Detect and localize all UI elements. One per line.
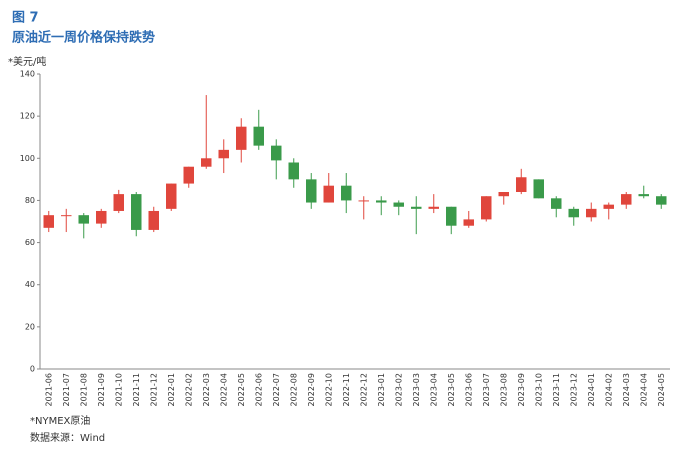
x-tick-label: 2023-12 — [569, 373, 578, 406]
x-tick-label: 2021-07 — [62, 373, 71, 406]
x-tick-label: 2023-05 — [447, 373, 456, 406]
y-tick-label: 40 — [25, 280, 35, 289]
x-tick-label: 2022-07 — [272, 373, 281, 406]
x-tick-label: 2023-07 — [482, 373, 491, 406]
x-tick-label: 2024-02 — [604, 373, 613, 406]
candle-body — [43, 215, 54, 228]
x-tick-label: 2023-02 — [394, 373, 403, 406]
candle-body — [446, 206, 457, 226]
x-tick-label: 2021-06 — [44, 373, 53, 406]
x-tick-label: 2021-11 — [132, 373, 141, 406]
x-tick-label: 2024-03 — [622, 373, 631, 406]
candle-body — [78, 215, 89, 224]
x-tick-label: 2021-08 — [79, 373, 88, 406]
x-tick-label: 2022-08 — [289, 373, 298, 406]
x-tick-label: 2022-05 — [237, 373, 246, 406]
candle-body — [498, 192, 509, 197]
candle-body — [638, 194, 649, 197]
x-tick-label: 2023-11 — [552, 373, 561, 406]
candle-body — [253, 126, 264, 146]
x-tick-label: 2021-09 — [97, 373, 106, 406]
y-tick-label: 80 — [25, 196, 35, 205]
x-tick-label: 2023-03 — [412, 373, 421, 406]
chart-title: 原油近一周价格保持跌势 — [12, 30, 155, 46]
x-tick-label: 2021-10 — [114, 373, 123, 406]
x-tick-label: 2022-03 — [202, 373, 211, 406]
candle-body — [166, 183, 177, 209]
candle-body — [376, 200, 387, 203]
source: 数据来源：Wind — [30, 431, 105, 444]
candle-body — [481, 196, 492, 220]
candle-body — [463, 219, 474, 226]
x-tick-label: 2023-01 — [377, 373, 386, 406]
x-tick-label: 2022-02 — [184, 373, 193, 406]
candle-body — [148, 210, 159, 230]
candle-body — [61, 215, 72, 217]
candle-body — [603, 204, 614, 209]
x-tick-label: 2023-10 — [534, 373, 543, 406]
x-tick-label: 2022-04 — [219, 373, 228, 406]
x-tick-label: 2021-12 — [149, 373, 158, 406]
y-tick-label: 0 — [30, 365, 35, 374]
x-tick-label: 2022-09 — [307, 373, 316, 406]
x-tick-label: 2022-06 — [254, 373, 263, 406]
x-tick-label: 2024-05 — [657, 373, 666, 406]
x-tick-label: 2022-01 — [167, 373, 176, 406]
x-tick-label: 2022-10 — [324, 373, 333, 406]
candle-body — [131, 194, 142, 230]
x-tick-label: 2022-12 — [359, 373, 368, 406]
candle-body — [218, 149, 229, 159]
x-tick-label: 2022-11 — [342, 373, 351, 406]
y-tick-label: 100 — [20, 154, 35, 163]
x-tick-label: 2024-04 — [639, 373, 648, 406]
candle-body — [236, 126, 247, 150]
y-tick-label: 20 — [25, 322, 35, 331]
note: *NYMEX原油 — [30, 414, 90, 427]
candle-body — [568, 208, 579, 218]
y-tick-label: 120 — [20, 112, 35, 121]
candle-body — [288, 162, 299, 180]
candle-body — [183, 166, 194, 184]
candle-body — [113, 194, 124, 211]
candle-body — [656, 196, 667, 205]
candle-body — [358, 200, 369, 202]
x-tick-label: 2023-09 — [517, 373, 526, 406]
candle-body — [428, 206, 439, 209]
candle-body — [323, 185, 334, 203]
y-tick-label: 60 — [25, 238, 35, 247]
x-tick-label: 2023-06 — [464, 373, 473, 406]
candle-body — [306, 179, 317, 203]
candle-body — [201, 158, 212, 167]
y-tick-label: 140 — [20, 70, 35, 79]
candle-body — [341, 185, 352, 201]
candle-body — [533, 179, 544, 199]
candle-body — [621, 194, 632, 205]
x-tick-label: 2023-04 — [429, 373, 438, 406]
y-axis-label: *美元/吨 — [8, 55, 46, 68]
x-tick-label: 2023-08 — [499, 373, 508, 406]
candle-body — [411, 206, 422, 209]
figure-label: 图 7 — [12, 11, 39, 26]
candle-body — [516, 177, 527, 192]
candle-body — [271, 145, 282, 161]
candle-body — [551, 198, 562, 209]
candle-body — [393, 202, 404, 207]
candle-body — [586, 208, 597, 218]
candle-body — [96, 210, 107, 224]
x-tick-label: 2024-01 — [587, 373, 596, 406]
